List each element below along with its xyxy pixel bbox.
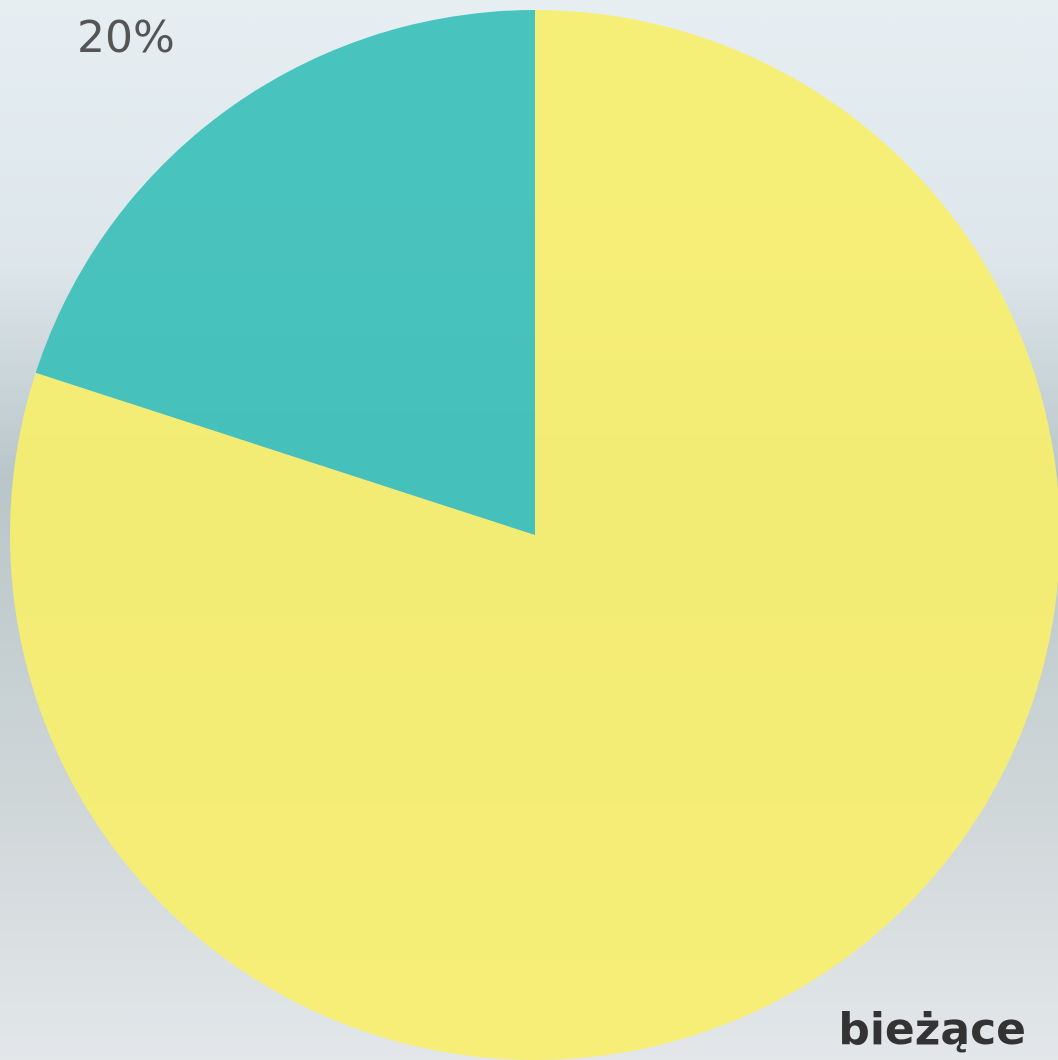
chart: 20% bieżące <box>0 0 1058 1060</box>
page: 20%bieżące (() => { const data = JSON.pa… <box>0 0 1058 1060</box>
value-label: 20% <box>77 12 175 63</box>
category-label: bieżące <box>838 1004 1026 1055</box>
